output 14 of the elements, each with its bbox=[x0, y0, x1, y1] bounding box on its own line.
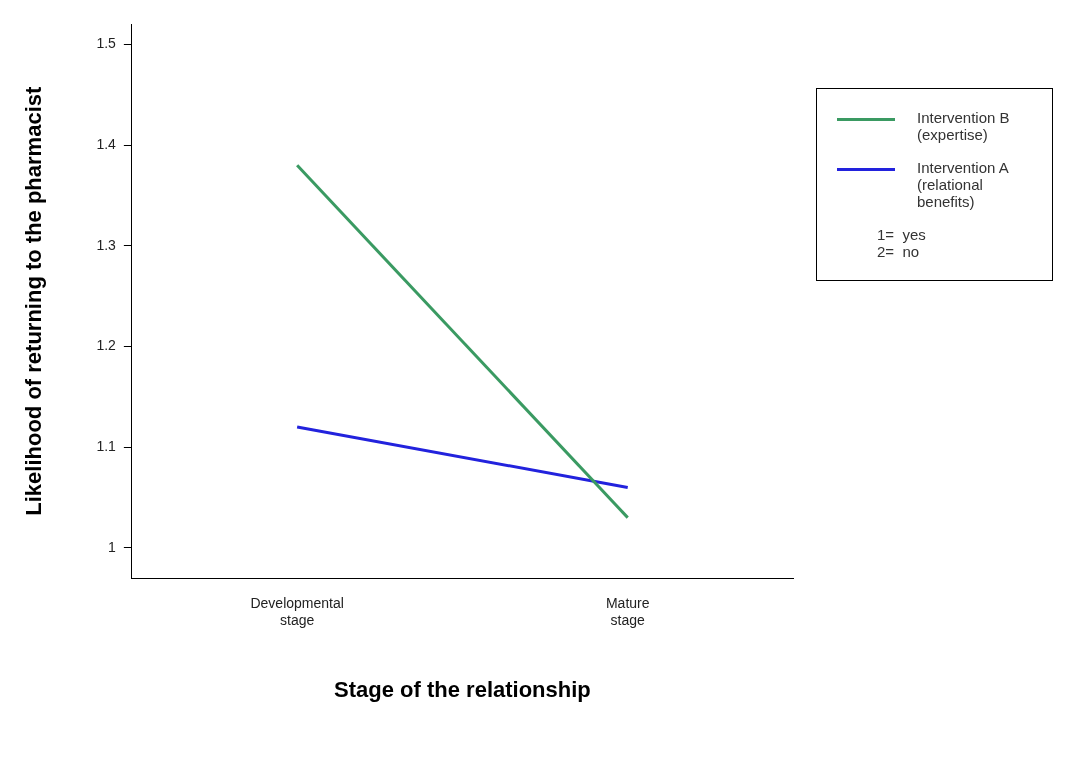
x-axis-title: Stage of the relationship bbox=[334, 676, 591, 702]
text: 1= yes bbox=[876, 226, 927, 243]
legend-label: Intervention A (relational benefits) bbox=[917, 159, 1010, 210]
y-tick-label: 1.3 bbox=[96, 236, 117, 253]
y-tick-label: 1.5 bbox=[96, 35, 117, 52]
x-tick-label: Developmental stage bbox=[250, 595, 344, 629]
text: 2= no bbox=[876, 243, 921, 260]
y-tick-label: 1.4 bbox=[96, 136, 117, 153]
y-tick-label: 1 bbox=[108, 538, 117, 555]
legend-label: Intervention B (expertise) bbox=[917, 109, 1011, 143]
y-tick-label: 1.2 bbox=[96, 337, 117, 354]
y-axis-title: Likelihood of returning to the pharmacist bbox=[21, 86, 47, 516]
y-tick-label: 1.1 bbox=[96, 438, 117, 455]
x-tick-label: Mature stage bbox=[605, 595, 650, 629]
